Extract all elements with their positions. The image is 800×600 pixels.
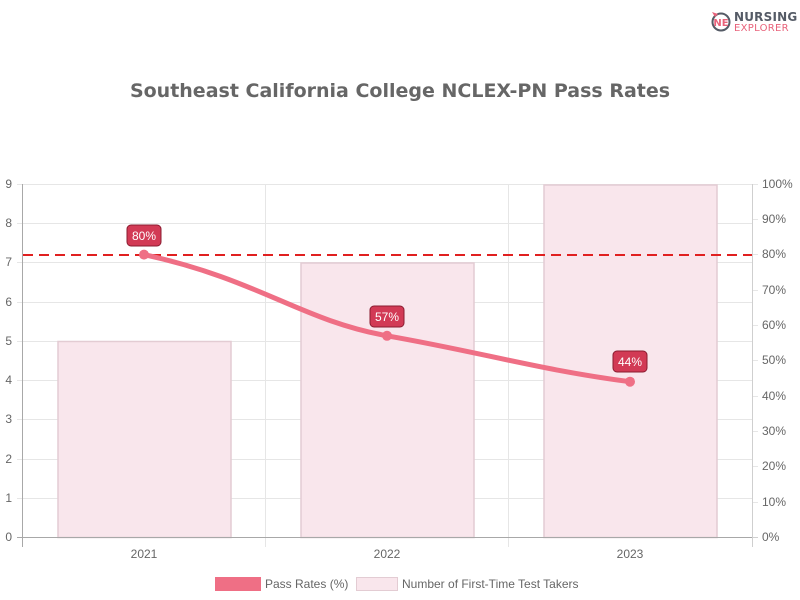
point-2023[interactable] [625, 376, 635, 387]
logo-text-bottom: EXPLORER [734, 23, 789, 34]
data-label-2022: 57% [369, 305, 405, 328]
svg-text:20%: 20% [762, 459, 786, 473]
svg-text:80%: 80% [762, 247, 786, 261]
y-axis-right-labels: 0% 10% 20% 30% 40% 50% 60% 70% 80% 90% 1… [762, 177, 793, 544]
svg-text:10%: 10% [762, 495, 786, 509]
svg-text:0: 0 [5, 530, 12, 544]
svg-text:5: 5 [5, 334, 12, 348]
svg-text:8: 8 [5, 216, 12, 230]
point-2021[interactable] [139, 249, 149, 260]
y-axis-left-labels: 0 1 2 3 4 5 6 7 8 9 [5, 177, 12, 544]
svg-text:7: 7 [5, 255, 12, 269]
bar-2021[interactable] [57, 340, 232, 539]
svg-text:90%: 90% [762, 212, 786, 226]
bar-series [57, 184, 718, 539]
legend-label: Pass Rates (%) [265, 577, 349, 591]
legend-item-pass-rates[interactable]: Pass Rates (%) [215, 576, 348, 592]
svg-text:40%: 40% [762, 389, 786, 403]
nursing-explorer-logo-icon: NE [711, 12, 731, 32]
legend-label: Number of First-Time Test Takers [402, 577, 579, 591]
svg-text:2022: 2022 [374, 547, 401, 561]
svg-text:2: 2 [5, 452, 12, 466]
nursing-explorer-logo: NE NURSING EXPLORER [710, 8, 797, 34]
chart-title: Southeast California College NCLEX-PN Pa… [129, 80, 671, 102]
legend-swatch-bar [356, 577, 398, 591]
point-2022[interactable] [382, 330, 392, 341]
bar-2022[interactable] [300, 262, 475, 539]
data-label-2023: 44% [612, 350, 648, 373]
legend-swatch-line [215, 577, 261, 591]
svg-text:44%: 44% [618, 355, 642, 369]
legend-item-test-takers[interactable]: Number of First-Time Test Takers [356, 576, 578, 592]
svg-text:2021: 2021 [131, 547, 158, 561]
svg-text:1: 1 [5, 491, 12, 505]
svg-text:60%: 60% [762, 318, 786, 332]
svg-text:0%: 0% [762, 530, 780, 544]
svg-text:80%: 80% [132, 229, 156, 243]
svg-text:4: 4 [5, 373, 12, 387]
svg-text:3: 3 [5, 412, 12, 426]
svg-text:57%: 57% [375, 310, 399, 324]
data-label-2021: 80% [126, 224, 162, 247]
svg-text:2023: 2023 [617, 547, 644, 561]
svg-text:100%: 100% [762, 177, 793, 191]
svg-text:30%: 30% [762, 424, 786, 438]
svg-text:NE: NE [713, 18, 728, 29]
axes [17, 184, 758, 547]
chart-legend: Pass Rates (%) Number of First-Time Test… [0, 576, 800, 592]
svg-text:9: 9 [5, 177, 12, 191]
svg-text:50%: 50% [762, 353, 786, 367]
svg-text:70%: 70% [762, 283, 786, 297]
logo-text-top: NURSING [734, 10, 798, 24]
svg-text:6: 6 [5, 295, 12, 309]
x-axis-labels: 2021 2022 2023 [131, 547, 644, 561]
